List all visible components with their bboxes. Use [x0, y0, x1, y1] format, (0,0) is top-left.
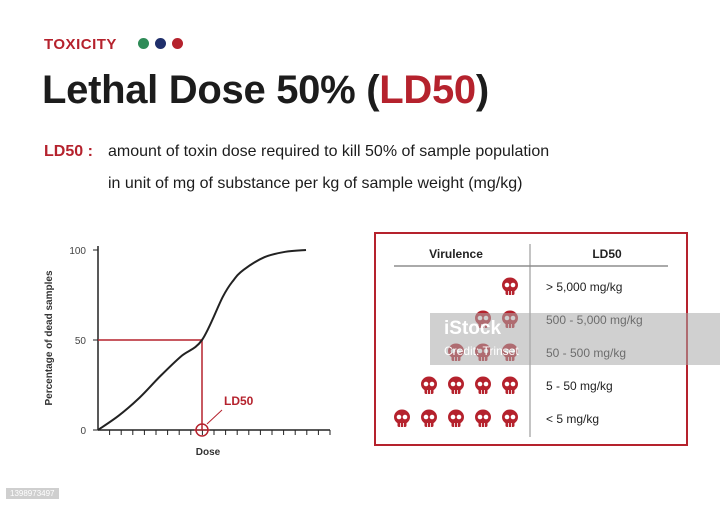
stock-watermark-band — [430, 313, 720, 365]
dot-green — [138, 38, 149, 49]
y-tick-label: 100 — [69, 246, 86, 257]
header-ld50: LD50 — [592, 247, 622, 261]
skull-icon — [448, 376, 464, 394]
skull-icon — [421, 376, 437, 394]
page-title: Lethal Dose 50% (LD50) — [42, 68, 489, 113]
sigmoid-curve — [97, 249, 307, 431]
y-tick-label: 0 — [80, 426, 86, 437]
topic-tag: TOXICITY — [44, 36, 117, 53]
skull-icon — [421, 409, 437, 427]
table-row: > 5,000 mg/kg — [502, 277, 622, 295]
x-axis-label: Dose — [196, 447, 221, 458]
definition-term: LD50 : — [44, 143, 93, 160]
ld50-label: LD50 — [224, 394, 254, 408]
dot-red — [172, 38, 183, 49]
table-row: < 5 mg/kg — [394, 409, 599, 427]
ld50-value: < 5 mg/kg — [546, 412, 599, 426]
ld50-marker — [194, 409, 223, 437]
y-tick-label: 50 — [75, 336, 87, 347]
color-dots — [138, 38, 183, 49]
x-ticks — [109, 430, 331, 435]
y-axis-label: Percentage of dead samples — [44, 270, 55, 405]
dose-response-chart: Percentage of dead samples 0 50 100 LD50 D… — [44, 246, 331, 458]
skull-icon — [448, 409, 464, 427]
skull-icon — [502, 376, 518, 394]
ld50-guides — [98, 339, 203, 430]
dot-navy — [155, 38, 166, 49]
ld50-value: 5 - 50 mg/kg — [546, 379, 613, 393]
skull-icon — [394, 409, 410, 427]
skull-icon — [502, 277, 518, 295]
ld50-pointer — [206, 409, 223, 425]
title-main: Lethal Dose 50% ( — [42, 68, 380, 112]
ld50-value: > 5,000 mg/kg — [546, 280, 622, 294]
definition-line-2: in unit of mg of substance per kg of sam… — [108, 175, 523, 192]
header-virulence: Virulence — [429, 247, 483, 261]
skull-icon — [475, 376, 491, 394]
skull-icon — [502, 409, 518, 427]
stock-credit: Credit: Trinset — [444, 344, 519, 358]
stock-logo: iStock — [444, 318, 502, 339]
definition-line-1: amount of toxin dose required to kill 50… — [108, 143, 550, 160]
y-ticks: 0 50 100 — [69, 246, 98, 437]
title-highlight: LD50 — [379, 68, 476, 112]
title-end: ) — [475, 68, 489, 112]
table-row: 5 - 50 mg/kg — [421, 376, 613, 394]
skull-icon — [475, 409, 491, 427]
image-id: 1398973497 — [6, 488, 59, 499]
